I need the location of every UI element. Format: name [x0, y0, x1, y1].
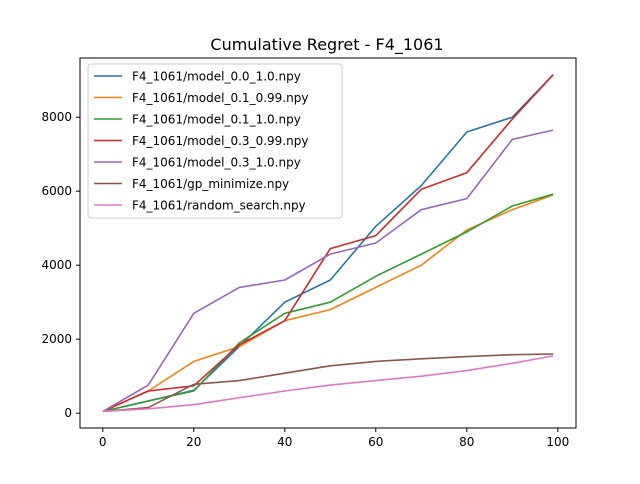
- legend-label: F4_1061/model_0.3_0.99.npy: [132, 134, 308, 148]
- x-tick-label: 0: [99, 435, 107, 449]
- legend-label: F4_1061/model_0.1_1.0.npy: [132, 113, 301, 127]
- x-tick-label: 20: [186, 435, 201, 449]
- y-tick-label: 8000: [41, 110, 72, 124]
- series-line: [102, 129, 554, 413]
- legend: F4_1061/model_0.0_1.0.npy F4_1061/model_0…: [87, 63, 343, 219]
- axes-frame: [79, 57, 577, 429]
- x-tick-label: 100: [546, 435, 569, 449]
- y-tick-label: 0: [64, 406, 72, 420]
- legend-label: F4_1061/model_0.0_1.0.npy: [132, 70, 301, 84]
- series-line: [102, 193, 554, 413]
- legend-label: F4_1061/model_0.3_1.0.npy: [132, 156, 301, 170]
- x-tick-label: 40: [277, 435, 292, 449]
- series-line: [102, 74, 554, 413]
- y-tick-label: 4000: [41, 258, 72, 272]
- series-line: [102, 355, 554, 413]
- legend-box: [87, 63, 343, 219]
- x-tick-label: 60: [368, 435, 383, 449]
- x-tick-label: 80: [459, 435, 474, 449]
- legend-label: F4_1061/random_search.npy: [132, 199, 306, 213]
- series-line: [102, 353, 554, 413]
- legend-label: F4_1061/model_0.1_0.99.npy: [132, 91, 308, 105]
- series-layer: [102, 74, 554, 413]
- tick-layer: 0 20 40 60 80 100 0 2000 4000 6000 8000: [41, 110, 569, 449]
- y-tick-label: 6000: [41, 184, 72, 198]
- chart-title: Cumulative Regret - F4_1061: [210, 35, 443, 55]
- legend-label: F4_1061/gp_minimize.npy: [132, 177, 289, 191]
- y-tick-label: 2000: [41, 332, 72, 346]
